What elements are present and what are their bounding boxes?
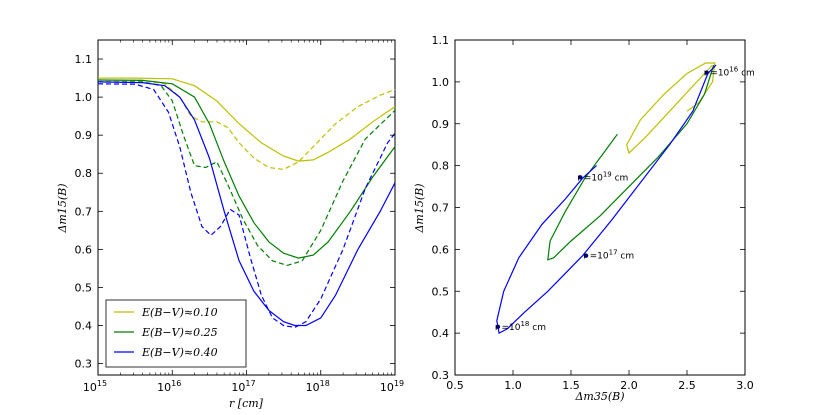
left-x-tick-label-0: 1015	[83, 379, 107, 394]
legend-label-1: E(B−V)≈0.25	[141, 326, 218, 339]
right-y-tick-label-3: 0.6	[432, 243, 450, 256]
right-y-tick-label-6: 0.9	[432, 118, 450, 131]
right-x-tick-label-2: 1.5	[562, 379, 580, 392]
right-annotation-marker-2	[583, 253, 589, 258]
left-x-axis-label: r [cm]	[229, 397, 264, 410]
left-series-group	[97, 77, 396, 329]
right-series-group	[496, 62, 717, 335]
legend-box	[105, 299, 247, 368]
legend-label-2: E(B−V)≈0.40	[141, 346, 218, 359]
left-axis-ticks: 1015 1016 1017 1018 1019 0.3 0.4 0.5 0.6 0.7 0.8 0.…	[75, 40, 404, 394]
right-x-tick-label-1: 1.0	[504, 379, 522, 392]
left-series-line-3	[98, 81, 396, 267]
left-y-axis-label: Δm15(B)	[56, 183, 69, 233]
right-annotation-label-2: r =1017 cm	[583, 249, 634, 262]
right-x-tick-label-3: 2.0	[620, 379, 638, 392]
right-x-axis-label: Δm35(B)	[574, 390, 624, 403]
right-annotation-label-0: r =1016 cm	[704, 66, 755, 79]
right-y-tick-label-0: 0.3	[432, 369, 450, 382]
left-y-tick-label-4: 0.7	[75, 205, 93, 218]
legend-label-0: E(B−V)≈0.10	[141, 306, 218, 319]
right-series-line-2	[496, 64, 717, 335]
right-annotation-marker-3	[495, 324, 501, 330]
right-annotation-marker-1	[578, 175, 583, 180]
right-y-tick-label-5: 0.8	[432, 160, 450, 173]
right-annotations: r =1016 cm r =1019 cm r =1017 cm r =1018 cm	[495, 66, 755, 333]
right-y-tick-label-8: 1.1	[432, 34, 450, 47]
left-y-tick-label-8: 1.1	[75, 53, 93, 66]
right-annotation-label-1: r =1019 cm	[577, 170, 628, 183]
left-series-line-0	[98, 77, 396, 162]
left-series-line-4	[97, 81, 396, 327]
left-series-line-5	[97, 83, 396, 329]
right-annotation-marker-0	[704, 70, 709, 75]
left-y-tick-label-0: 0.3	[75, 358, 93, 371]
right-y-axis-label: Δm15(B)	[413, 183, 426, 233]
right-annotation-label-3: r =1018 cm	[495, 320, 546, 333]
right-x-tick-label-0: 0.5	[446, 379, 464, 392]
left-x-tick-label-4: 1019	[380, 379, 404, 394]
left-y-tick-label-3: 0.6	[75, 243, 93, 256]
right-x-tick-label-5: 3.0	[736, 379, 754, 392]
left-y-tick-label-1: 0.4	[75, 320, 93, 333]
left-x-tick-label-1: 1016	[157, 379, 181, 394]
right-x-tick-label-4: 2.5	[678, 379, 696, 392]
left-y-tick-label-5: 0.8	[75, 167, 93, 180]
left-x-tick-label-3: 1018	[306, 379, 330, 394]
right-y-tick-label-4: 0.7	[432, 202, 450, 215]
right-plot-frame	[454, 39, 746, 376]
left-legend: E(B−V)≈0.10 E(B−V)≈0.25 E(B−V)≈0.40	[105, 299, 247, 368]
right-series-line-0	[626, 62, 716, 155]
right-y-tick-label-2: 0.5	[432, 285, 450, 298]
right-chart-panel: 0.5 1.0 1.5 2.0 2.5 3.0 0.3 0.4 0.5 0.6 0.7 0.8 0.9 1…	[413, 34, 755, 403]
left-y-tick-label-2: 0.5	[75, 281, 93, 294]
right-axis-ticks: 0.5 1.0 1.5 2.0 2.5 3.0 0.3 0.4 0.5 0.6 0.7 0.8 0.9 1…	[432, 34, 754, 392]
left-y-tick-label-7: 1.0	[75, 91, 93, 104]
left-series-line-2	[97, 79, 396, 259]
right-y-tick-label-7: 1.0	[432, 76, 450, 89]
right-y-tick-label-1: 0.4	[432, 327, 450, 340]
left-y-tick-label-6: 0.9	[75, 129, 93, 142]
right-series-line-1	[547, 64, 715, 261]
left-x-tick-label-2: 1017	[231, 379, 255, 394]
left-chart-panel: 1015 1016 1017 1018 1019 0.3 0.4 0.5 0.6 0.7 0.8 0.…	[56, 39, 404, 410]
